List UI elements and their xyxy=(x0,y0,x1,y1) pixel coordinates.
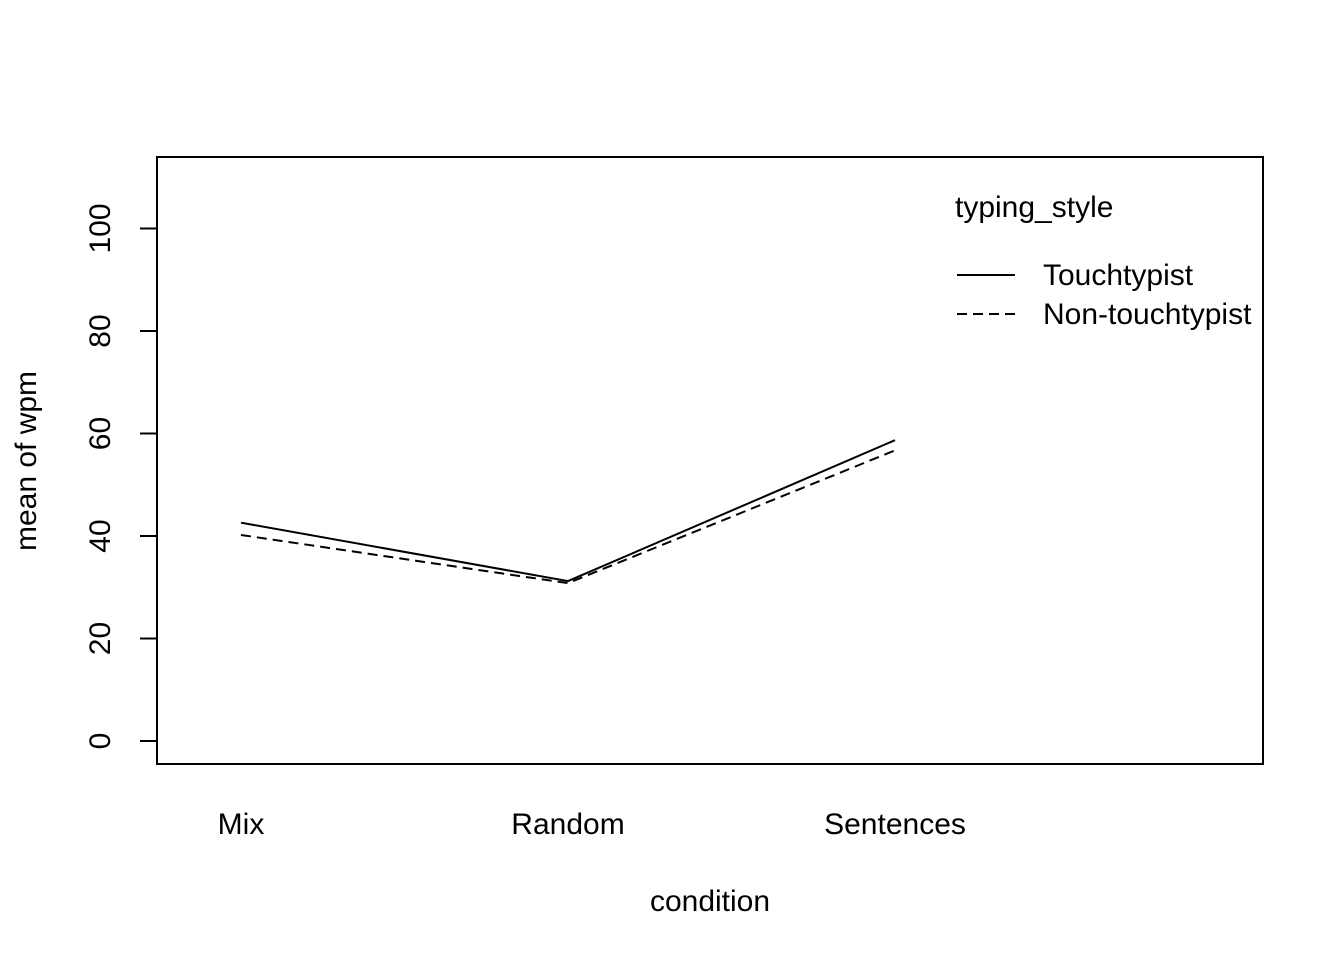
y-tick-label: 0 xyxy=(84,733,117,750)
y-axis-title: mean of wpm xyxy=(10,371,43,551)
y-tick-label: 80 xyxy=(84,314,117,347)
y-axis: 0 20 40 60 80 100 xyxy=(84,203,158,750)
plot-frame xyxy=(156,156,1264,765)
legend-items: Touchtypist Non-touchtypist xyxy=(957,259,1252,331)
x-axis: Mix Random Sentences xyxy=(218,808,966,841)
series-line-non-touchtypist xyxy=(240,449,896,585)
y-tick-label: 60 xyxy=(84,417,117,450)
y-tick-label: 40 xyxy=(84,519,117,552)
series-layer xyxy=(240,439,896,585)
legend-label: Non-touchtypist xyxy=(1043,298,1252,331)
series-line-touchtypist xyxy=(240,439,896,583)
x-tick-label: Random xyxy=(511,808,624,841)
x-tick-label: Sentences xyxy=(824,808,966,841)
x-tick-label: Mix xyxy=(218,808,265,841)
legend-label: Touchtypist xyxy=(1043,259,1194,292)
x-axis-title: condition xyxy=(650,885,770,918)
legend-title: typing_style xyxy=(955,191,1113,224)
y-tick-label: 20 xyxy=(84,622,117,655)
y-tick-label: 100 xyxy=(84,203,117,253)
legend: typing_style Touchtypist Non-touchtypist xyxy=(955,191,1252,331)
